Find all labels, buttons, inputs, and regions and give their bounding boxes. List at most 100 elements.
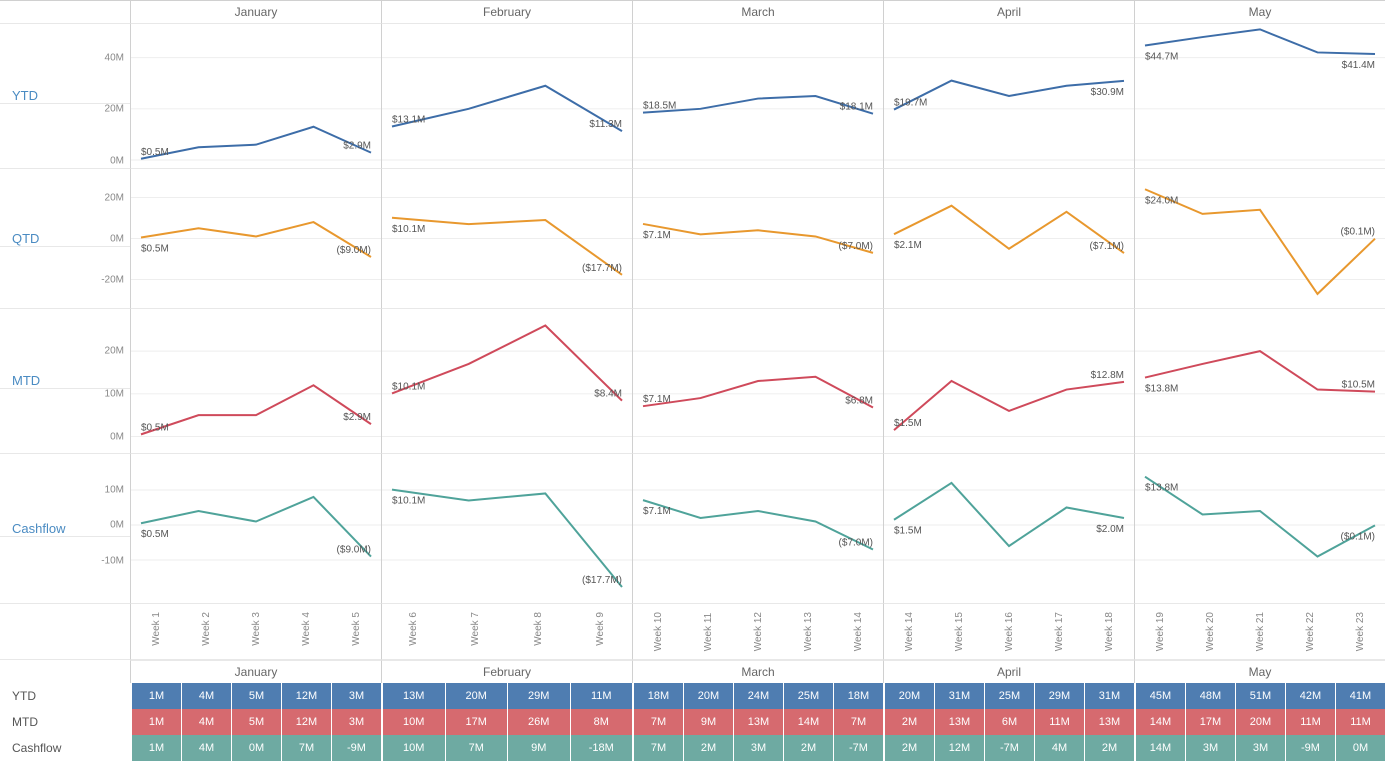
start-label: $7.1M bbox=[643, 506, 671, 517]
xaxis-cell: Week 10Week 11Week 12Week 13Week 14 bbox=[632, 604, 883, 660]
end-label: $2.9M bbox=[343, 141, 371, 152]
week-label: Week 12 bbox=[753, 612, 764, 651]
summary-cells: 1M4M5M12M3M bbox=[130, 683, 381, 709]
month-header: February bbox=[381, 1, 632, 24]
summary-value: 3M bbox=[332, 709, 381, 735]
summary-value: 10M bbox=[383, 735, 446, 761]
summary-value: 20M bbox=[885, 683, 935, 709]
summary-value: 18M bbox=[634, 683, 684, 709]
week-label: Week 4 bbox=[301, 612, 312, 646]
summary-value: 10M bbox=[383, 709, 446, 735]
summary-cells: 7M9M13M14M7M bbox=[632, 709, 883, 735]
xaxis-cell: Week 19Week 20Week 21Week 22Week 23 bbox=[1134, 604, 1385, 660]
summary-month-header: March bbox=[632, 660, 883, 683]
end-label: $11.3M bbox=[589, 119, 622, 130]
week-label: Week 8 bbox=[533, 612, 544, 646]
summary-value: 2M bbox=[784, 735, 834, 761]
week-label: Week 19 bbox=[1155, 612, 1166, 651]
summary-value: 11M bbox=[1035, 709, 1085, 735]
chart-cell: $24.0M($0.1M) bbox=[1134, 169, 1385, 309]
summary-cells: 1M4M0M7M-9M bbox=[130, 735, 381, 761]
chart-cell: $2.1M ($7.1M) bbox=[883, 169, 1134, 309]
chart-cell: $10.1M($17.7M) bbox=[381, 454, 632, 604]
chart-cell: $13.8M $10.5M bbox=[1134, 309, 1385, 454]
chart-cell: $1.5M$2.0M bbox=[883, 454, 1134, 604]
summary-value: 7M bbox=[634, 735, 684, 761]
summary-value: 2M bbox=[885, 735, 935, 761]
start-label: $19.7M bbox=[894, 98, 927, 109]
end-label: $30.9M bbox=[1091, 87, 1124, 98]
month-header: May bbox=[1134, 1, 1385, 24]
month-header: January bbox=[130, 1, 381, 24]
summary-value: 20M bbox=[446, 683, 509, 709]
summary-value: 14M bbox=[1136, 709, 1186, 735]
summary-value: 4M bbox=[182, 683, 232, 709]
start-label: $13.1M bbox=[392, 114, 425, 125]
summary-cells: 1M4M5M12M3M bbox=[130, 709, 381, 735]
summary-value: 20M bbox=[1236, 709, 1286, 735]
summary-value: 18M bbox=[834, 683, 883, 709]
summary-value: 11M bbox=[1336, 709, 1385, 735]
chart-cell: $0.5M$2.9M bbox=[130, 24, 381, 169]
start-label: $10.1M bbox=[392, 496, 425, 507]
start-label: $10.1M bbox=[392, 381, 425, 392]
chart-grid: JanuaryFebruaryMarchAprilMayYTD0M20M40M$… bbox=[0, 0, 1385, 660]
ytick: 20M bbox=[105, 346, 124, 357]
summary-cells: 18M20M24M25M18M bbox=[632, 683, 883, 709]
start-label: $2.1M bbox=[894, 240, 922, 251]
summary-value: 1M bbox=[132, 709, 182, 735]
chart-cell: $0.5M($9.0M) bbox=[130, 454, 381, 604]
summary-month-header: April bbox=[883, 660, 1134, 683]
summary-value: 2M bbox=[1085, 735, 1134, 761]
summary-value: 4M bbox=[182, 735, 232, 761]
week-label: Week 1 bbox=[151, 612, 162, 646]
summary-value: -18M bbox=[571, 735, 633, 761]
chart-cell: $10.1M($17.7M) bbox=[381, 169, 632, 309]
xaxis-cell: Week 1Week 2Week 3Week 4Week 5 bbox=[130, 604, 381, 660]
summary-value: -9M bbox=[1286, 735, 1336, 761]
month-header: April bbox=[883, 1, 1134, 24]
summary-value: 5M bbox=[232, 709, 282, 735]
summary-value: 4M bbox=[182, 709, 232, 735]
chart-cell: $0.5M($9.0M) bbox=[130, 169, 381, 309]
week-label: Week 5 bbox=[351, 612, 362, 646]
week-label: Week 6 bbox=[408, 612, 419, 646]
end-label: $6.8M bbox=[845, 395, 873, 406]
end-label: $2.0M bbox=[1096, 524, 1124, 535]
end-label: $2.9M bbox=[343, 412, 371, 423]
end-label: ($9.0M) bbox=[337, 545, 371, 556]
summary-value: 0M bbox=[232, 735, 282, 761]
dashboard: JanuaryFebruaryMarchAprilMayYTD0M20M40M$… bbox=[0, 0, 1385, 761]
end-label: ($9.0M) bbox=[337, 245, 371, 256]
summary-value: 17M bbox=[446, 709, 509, 735]
summary-value: 12M bbox=[282, 683, 332, 709]
summary-value: 4M bbox=[1035, 735, 1085, 761]
summary-value: 13M bbox=[734, 709, 784, 735]
summary-cells: 20M31M25M29M31M bbox=[883, 683, 1134, 709]
chart-cell: $13.8M($0.1M) bbox=[1134, 454, 1385, 604]
summary-value: -7M bbox=[834, 735, 883, 761]
start-label: $7.1M bbox=[643, 230, 671, 241]
summary-row-label: MTD bbox=[0, 709, 130, 735]
summary-value: 7M bbox=[634, 709, 684, 735]
end-label: $10.5M bbox=[1342, 380, 1375, 391]
ytick: -20M bbox=[101, 275, 124, 286]
summary-cells: 10M7M9M-18M bbox=[381, 735, 632, 761]
ytick: -10M bbox=[101, 555, 124, 566]
start-label: $13.8M bbox=[1145, 384, 1178, 395]
summary-value: 48M bbox=[1186, 683, 1236, 709]
end-label: ($7.1M) bbox=[1090, 241, 1124, 252]
ytick: 0M bbox=[110, 156, 124, 167]
summary-value: 5M bbox=[232, 683, 282, 709]
summary-value: 12M bbox=[935, 735, 985, 761]
summary-value: 6M bbox=[985, 709, 1035, 735]
summary-cells: 2M13M6M11M13M bbox=[883, 709, 1134, 735]
summary-cells: 14M3M3M-9M0M bbox=[1134, 735, 1385, 761]
week-label: Week 17 bbox=[1054, 612, 1065, 651]
week-label: Week 11 bbox=[703, 612, 714, 651]
week-label: Week 14 bbox=[853, 612, 864, 651]
week-label: Week 10 bbox=[653, 612, 664, 651]
summary-value: 45M bbox=[1136, 683, 1186, 709]
ytick: 0M bbox=[110, 234, 124, 245]
ytick: 10M bbox=[105, 389, 124, 400]
